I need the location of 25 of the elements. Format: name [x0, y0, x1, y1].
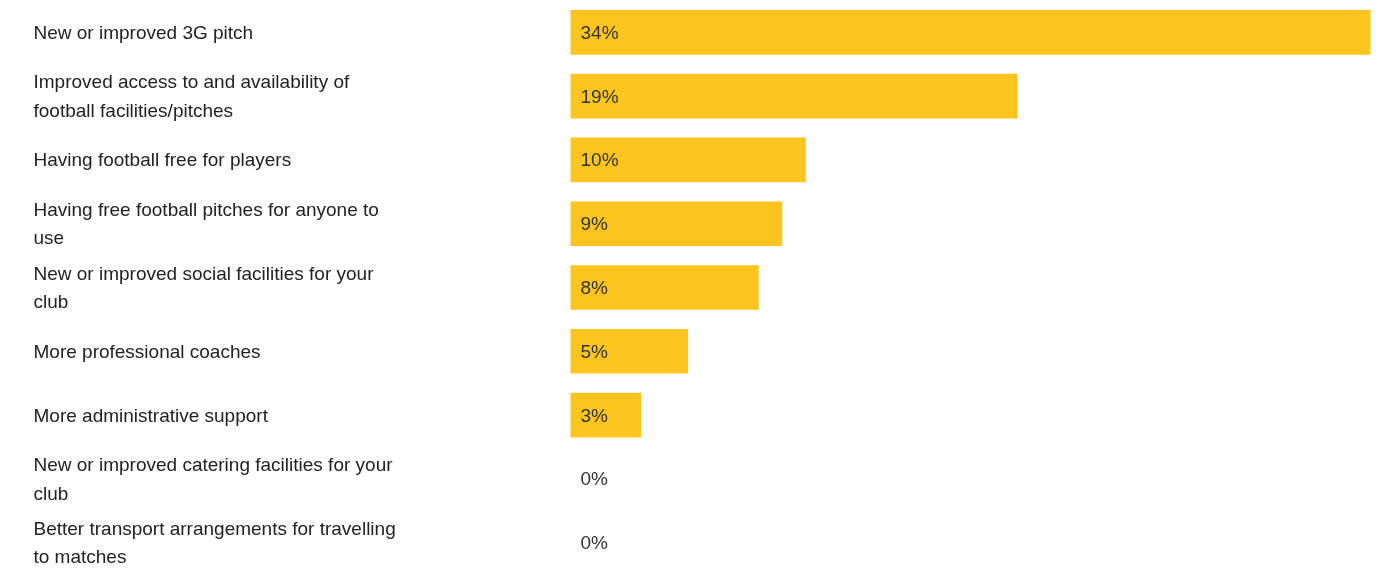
data-label: 10%	[580, 149, 619, 171]
data-label: 3%	[580, 404, 609, 426]
bar	[570, 328, 689, 374]
bar	[570, 265, 759, 310]
y-tick-label: Better transport arrangements for travelling to matches	[33, 517, 396, 568]
bar	[570, 10, 1371, 55]
data-label: 5%	[580, 340, 609, 362]
data-label: 0%	[580, 532, 609, 554]
data-label: 9%	[580, 213, 609, 235]
data-label: 8%	[580, 277, 609, 298]
y-tick-label: New or improved 3G pitch	[33, 21, 254, 43]
y-tick-label: New or improved catering facilities for your club	[33, 454, 394, 504]
y-tick-label: More administrative support	[33, 404, 269, 426]
bar	[570, 137, 806, 183]
bar	[570, 201, 783, 247]
y-tick-label: New or improved social facilities for your club	[33, 262, 375, 313]
y-tick-label: Having football free for players	[33, 149, 292, 171]
y-tick-label: Having free football pitches for anyone to use	[33, 199, 379, 249]
data-label: 0%	[580, 468, 609, 490]
data-label: 34%	[580, 21, 619, 43]
data-label: 19%	[580, 85, 619, 107]
bar	[570, 73, 1018, 119]
y-tick-label: More professional coaches	[33, 340, 261, 362]
y-tick-label: Improved access to and availability of football facilities/pitches	[33, 71, 350, 121]
bar	[570, 392, 642, 438]
